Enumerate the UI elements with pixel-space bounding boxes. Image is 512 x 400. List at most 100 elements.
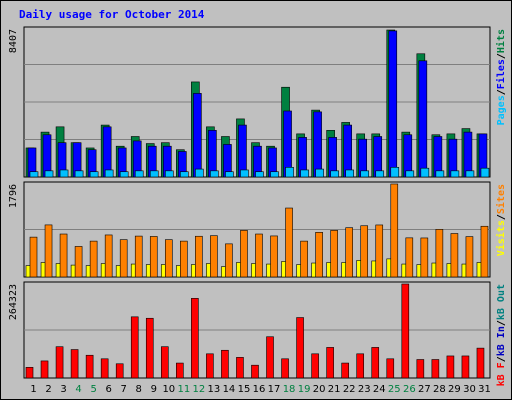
day-label: 24 [373, 384, 386, 395]
sites-bar [59, 233, 68, 278]
files-bar [208, 130, 217, 178]
kbf-bar [100, 358, 109, 379]
kbf-bar [55, 346, 64, 379]
pages-bar [420, 167, 430, 178]
sites-bar [44, 224, 53, 278]
day-label: 31 [478, 384, 491, 395]
day-label: 26 [403, 384, 416, 395]
panel-2-ymax-label: 1796 [8, 184, 19, 208]
kbf-bar [160, 346, 169, 379]
pages-bar [134, 170, 144, 178]
files-bar [313, 111, 322, 178]
sites-bar [405, 237, 414, 278]
day-label: 22 [343, 384, 356, 395]
pages-bar [405, 170, 415, 178]
sites-bar [74, 246, 83, 278]
pages-bar [285, 167, 294, 178]
pages-bar [390, 167, 400, 178]
day-label: 9 [151, 384, 157, 395]
panel-1-ymax-label: 8407 [8, 29, 19, 53]
pages-bar [29, 171, 39, 178]
day-label: 14 [223, 384, 236, 395]
kbf-bar [25, 367, 34, 379]
day-label: 10 [162, 384, 175, 395]
files-bar [102, 126, 112, 178]
pages-bar [480, 167, 490, 178]
day-label: 11 [177, 384, 190, 395]
day-label: 25 [388, 384, 401, 395]
day-label: 13 [208, 384, 221, 395]
day-label: 4 [75, 384, 81, 395]
files-bar [388, 30, 398, 178]
panel-3-ymax-label: 264323 [8, 284, 19, 320]
sites-bar [149, 236, 158, 278]
legend-separator: / [496, 356, 507, 362]
day-label: 29 [448, 384, 461, 395]
sites-bar [134, 235, 143, 278]
pages-bar [240, 169, 249, 178]
sites-bar [390, 183, 399, 278]
pages-bar [375, 170, 385, 178]
kbf-bar [476, 347, 485, 379]
kbf-bar [176, 362, 184, 379]
kbf-bar [356, 353, 365, 379]
legend-entry: kB Out [496, 284, 507, 320]
pages-bar [435, 170, 445, 178]
kbf-bar [236, 357, 244, 379]
sites-bar [119, 239, 128, 278]
kbf-bar [296, 317, 304, 379]
sites-bar [195, 235, 203, 278]
day-label: 28 [433, 384, 446, 395]
legend-separator: / [496, 320, 507, 326]
legend-entry: Files [495, 59, 507, 89]
legend-separator: / [496, 89, 507, 95]
legend-entry: kB F [496, 362, 507, 386]
sites-bar [315, 232, 323, 278]
sites-bar [480, 225, 489, 278]
legend-entry: Visits [495, 220, 507, 256]
files-bar [193, 93, 202, 178]
day-label: 3 [60, 384, 66, 395]
files-bar [463, 131, 473, 178]
kbf-bar [416, 359, 425, 379]
sites-bar [240, 230, 248, 278]
sites-bar [330, 230, 338, 278]
files-bar [343, 124, 352, 178]
pages-bar [330, 170, 339, 178]
pages-bar [255, 171, 264, 178]
pages-bar [465, 170, 475, 178]
day-label: 18 [283, 384, 296, 395]
pages-bar [210, 170, 219, 178]
panel-3-legend: kB F/kB In/kB Out [496, 284, 507, 386]
day-label: 20 [313, 384, 326, 395]
pages-bar [44, 170, 54, 178]
pages-bar [300, 169, 309, 178]
pages-bar [59, 169, 69, 178]
legend-entry: Pages [496, 95, 507, 125]
kbf-bar [461, 355, 470, 379]
sites-bar [270, 235, 278, 278]
pages-bar [119, 171, 129, 178]
kbf-bar [446, 355, 455, 379]
kbf-bar [40, 360, 49, 379]
pages-bar [360, 170, 370, 178]
day-label: 23 [358, 384, 371, 395]
sites-bar [285, 207, 293, 278]
kbf-bar [221, 349, 229, 379]
sites-bar [420, 237, 429, 278]
kbf-bar [431, 359, 440, 379]
kbf-bar [145, 317, 154, 379]
sites-bar [180, 240, 188, 278]
files-bar [418, 60, 428, 178]
pages-bar [315, 168, 324, 178]
day-label: 27 [418, 384, 431, 395]
day-label: 5 [90, 384, 96, 395]
legend-entry: Hits [495, 29, 507, 53]
sites-bar [345, 227, 353, 278]
kbf-bar [85, 354, 94, 379]
pages-bar [180, 171, 189, 178]
kbf-bar [251, 364, 259, 379]
pages-bar [345, 169, 354, 178]
kbf-bar [266, 336, 274, 379]
